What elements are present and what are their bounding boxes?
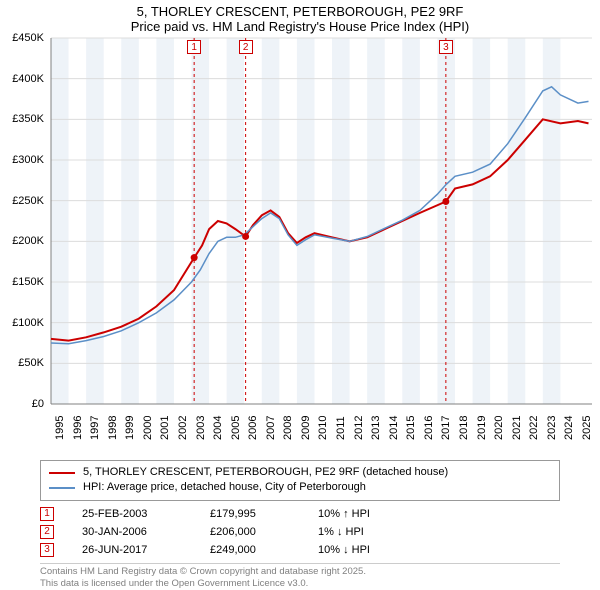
sales-table: 1 25-FEB-2003 £179,995 10% ↑ HPI 2 30-JAN-200… [40,507,560,557]
sales-row: 2 30-JAN-2006 £206,000 1% ↓ HPI [40,525,560,539]
y-axis-label: £250K [12,195,44,207]
y-axis-label: £0 [32,398,44,410]
legend-row: 5, THORLEY CRESCENT, PETERBOROUGH, PE2 9… [49,465,551,480]
legend-swatch [49,487,75,489]
legend-label: 5, THORLEY CRESCENT, PETERBOROUGH, PE2 9… [83,465,448,480]
y-axis-label: £150K [12,276,44,288]
x-axis-label: 2010 [317,416,329,440]
x-axis-label: 1997 [89,416,101,440]
y-axis-label: £400K [12,73,44,85]
y-axis-label: £100K [12,317,44,329]
x-axis-label: 1998 [107,416,119,440]
x-axis-label: 2005 [230,416,242,440]
sales-diff: 10% ↑ HPI [318,508,418,520]
x-axis-label: 2008 [282,416,294,440]
x-axis-label: 2022 [528,416,540,440]
sale-marker: 3 [439,40,453,54]
sale-marker: 2 [239,40,253,54]
sales-date: 26-JUN-2017 [82,544,182,556]
x-axis-label: 2000 [142,416,154,440]
sales-date: 25-FEB-2003 [82,508,182,520]
x-axis-label: 2004 [212,416,224,440]
x-axis-label: 1999 [124,416,136,440]
y-axis-label: £300K [12,154,44,166]
sales-diff: 1% ↓ HPI [318,526,418,538]
legend-swatch [49,472,75,474]
sales-marker: 1 [40,507,54,521]
sales-date: 30-JAN-2006 [82,526,182,538]
chart-svg [0,34,600,422]
x-axis-label: 2016 [423,416,435,440]
sales-price: £249,000 [210,544,290,556]
sales-marker: 2 [40,525,54,539]
footer-line2: This data is licensed under the Open Gov… [40,578,560,590]
x-axis-label: 2002 [177,416,189,440]
x-axis-label: 1995 [54,416,66,440]
x-axis-label: 2018 [458,416,470,440]
x-axis-label: 2020 [493,416,505,440]
x-axis-label: 2009 [300,416,312,440]
x-axis-label: 2011 [335,416,347,440]
x-axis-label: 2006 [247,416,259,440]
x-axis-label: 2003 [195,416,207,440]
x-axis-label: 2017 [440,416,452,440]
chart-container: 5, THORLEY CRESCENT, PETERBOROUGH, PE2 9… [0,0,600,590]
sales-diff: 10% ↓ HPI [318,544,418,556]
x-axis-label: 2014 [388,416,400,440]
title-line2: Price paid vs. HM Land Registry's House … [0,19,600,34]
sales-price: £179,995 [210,508,290,520]
x-axis-label: 2001 [159,416,171,440]
x-axis-label: 2023 [546,416,558,440]
sales-row: 1 25-FEB-2003 £179,995 10% ↑ HPI [40,507,560,521]
sale-marker: 1 [187,40,201,54]
x-axis-label: 2021 [511,416,523,440]
footer-line1: Contains HM Land Registry data © Crown c… [40,566,560,578]
x-axis-label: 2025 [581,416,593,440]
title-line1: 5, THORLEY CRESCENT, PETERBOROUGH, PE2 9… [0,4,600,19]
chart-area: £0 £50K £100K £150K £200K £250K £300K £350K £400… [0,34,600,422]
legend-label: HPI: Average price, detached house, City… [83,480,366,495]
y-axis-label: £200K [12,235,44,247]
y-axis-label: £50K [18,357,44,369]
x-axis-label: 2012 [353,416,365,440]
sales-marker: 3 [40,543,54,557]
x-axis-label: 2015 [405,416,417,440]
y-axis-label: £350K [12,113,44,125]
x-axis-label: 2007 [265,416,277,440]
legend: 5, THORLEY CRESCENT, PETERBOROUGH, PE2 9… [40,460,560,501]
x-axis-label: 2024 [563,416,575,440]
sales-row: 3 26-JUN-2017 £249,000 10% ↓ HPI [40,543,560,557]
legend-row: HPI: Average price, detached house, City… [49,480,551,495]
y-axis-label: £450K [12,32,44,44]
footer: Contains HM Land Registry data © Crown c… [40,563,560,590]
title-block: 5, THORLEY CRESCENT, PETERBOROUGH, PE2 9… [0,0,600,34]
x-axis-label: 2013 [370,416,382,440]
sales-price: £206,000 [210,526,290,538]
x-axis-label: 1996 [72,416,84,440]
x-axis-label: 2019 [476,416,488,440]
